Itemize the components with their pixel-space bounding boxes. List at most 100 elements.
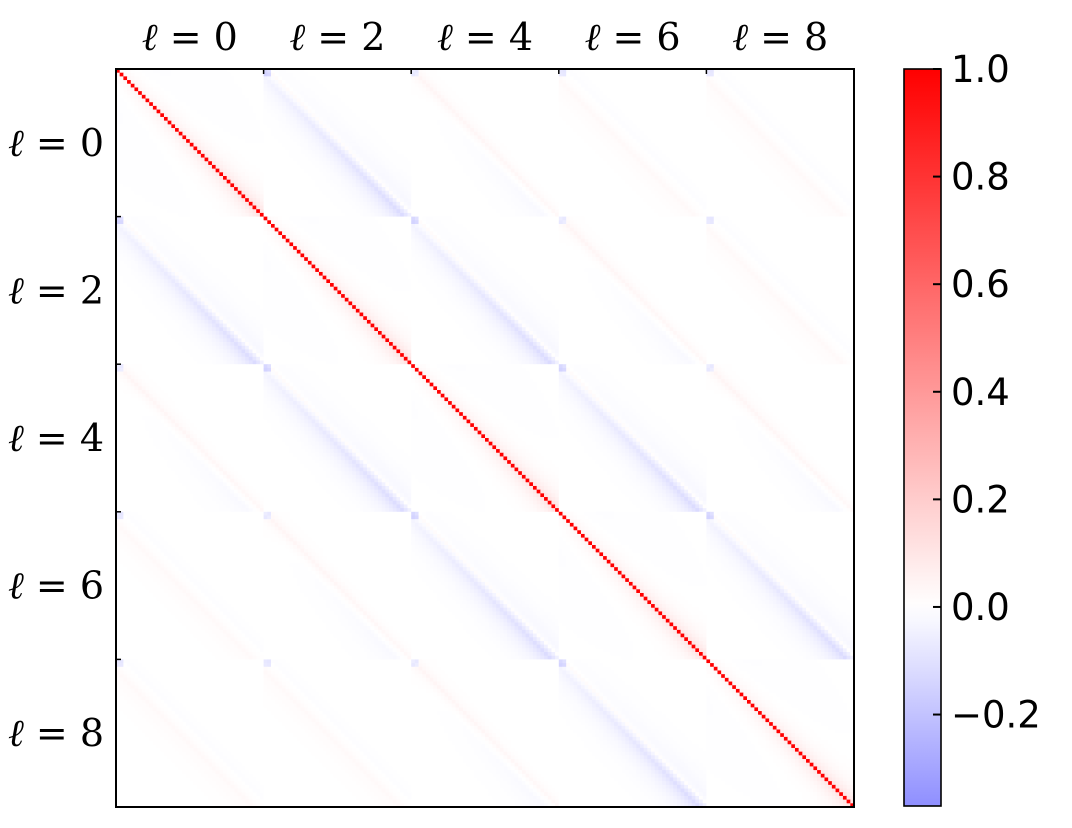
- heatmap-cell: [193, 84, 197, 88]
- heatmap-cell: [743, 80, 747, 84]
- heatmap-cell: [503, 87, 507, 91]
- heatmap-cell: [673, 84, 677, 88]
- heatmap-cell: [256, 87, 260, 91]
- heatmap-cell: [496, 76, 500, 80]
- heatmap-cell: [677, 80, 681, 84]
- heatmap-cell: [581, 84, 585, 88]
- heatmap-cell: [275, 73, 279, 77]
- heatmap-cell: [666, 87, 670, 91]
- heatmap-cell: [190, 80, 194, 84]
- heatmap-cell: [695, 73, 699, 77]
- heatmap-cell: [618, 80, 622, 84]
- heatmap-cell: [489, 73, 493, 77]
- heatmap-cell: [754, 76, 758, 80]
- heatmap-cell: [503, 80, 507, 84]
- heatmap-cell: [282, 73, 286, 77]
- heatmap-cell: [352, 80, 356, 84]
- heatmap-cell: [843, 87, 847, 91]
- heatmap-cell: [522, 87, 526, 91]
- heatmap-cell: [315, 80, 319, 84]
- heatmap-cell: [341, 87, 345, 91]
- heatmap-cell: [640, 80, 644, 84]
- heatmap-cell: [777, 73, 781, 77]
- heatmap-cell: [555, 80, 559, 84]
- heatmap-cell: [658, 76, 662, 80]
- heatmap-cell: [400, 84, 404, 88]
- heatmap-cell: [751, 73, 755, 77]
- heatmap-cell: [751, 76, 755, 80]
- heatmap-cell: [806, 87, 810, 91]
- heatmap-cell: [725, 87, 729, 91]
- heatmap-cell: [186, 84, 190, 88]
- heatmap-cell: [503, 84, 507, 88]
- heatmap-cell: [618, 84, 622, 88]
- heatmap-cell: [278, 76, 282, 80]
- heatmap-cell: [179, 73, 183, 77]
- heatmap-cell: [256, 80, 260, 84]
- heatmap-cell: [721, 73, 725, 77]
- heatmap-cell: [430, 84, 434, 88]
- heatmap-cell: [315, 87, 319, 91]
- heatmap-cell: [153, 76, 157, 80]
- heatmap-cell: [717, 84, 721, 88]
- heatmap-cell: [345, 84, 349, 88]
- heatmap-cell: [312, 76, 316, 80]
- heatmap-cell: [625, 80, 629, 84]
- heatmap-cell: [127, 87, 131, 91]
- heatmap-cell: [444, 73, 448, 77]
- heatmap-cell: [131, 84, 135, 88]
- heatmap-cell: [817, 76, 821, 80]
- heatmap-cell: [249, 87, 253, 91]
- heatmap-cell: [492, 73, 496, 77]
- heatmap-cell: [168, 80, 172, 84]
- heatmap-cell: [644, 80, 648, 84]
- heatmap-cell: [444, 76, 448, 80]
- heatmap-cell: [511, 87, 515, 91]
- heatmap-cell: [245, 76, 249, 80]
- heatmap-cell: [566, 73, 570, 77]
- heatmap-cell: [574, 84, 578, 88]
- heatmap-cell: [592, 73, 596, 77]
- heatmap-cell: [596, 76, 600, 80]
- heatmap-cell: [160, 76, 164, 80]
- heatmap-cell: [419, 76, 423, 80]
- heatmap-cell: [275, 80, 279, 84]
- heatmap-cell: [725, 73, 729, 77]
- heatmap-cell: [806, 73, 810, 77]
- heatmap-cell: [810, 73, 814, 77]
- heatmap-cell: [256, 76, 260, 80]
- heatmap-cell: [736, 84, 740, 88]
- heatmap-cell: [182, 84, 186, 88]
- heatmap-cell: [348, 76, 352, 80]
- heatmap-cell: [478, 87, 482, 91]
- heatmap-cell: [360, 73, 364, 77]
- heatmap-cell: [422, 80, 426, 84]
- heatmap-cell: [526, 80, 530, 84]
- heatmap-cell: [278, 84, 282, 88]
- heatmap-cell: [832, 87, 836, 91]
- heatmap-cell: [754, 73, 758, 77]
- heatmap-cell: [610, 80, 614, 84]
- heatmap-cell: [267, 73, 271, 77]
- heatmap-cell: [275, 76, 279, 80]
- heatmap-cell: [714, 87, 718, 91]
- heatmap-cell: [463, 73, 467, 77]
- heatmap-cell: [666, 76, 670, 80]
- heatmap-cell: [496, 84, 500, 88]
- heatmap-cell: [363, 76, 367, 80]
- heatmap-cell: [120, 91, 124, 95]
- heatmap-cell: [526, 84, 530, 88]
- heatmap-cell: [120, 76, 124, 80]
- heatmap-cell: [544, 73, 548, 77]
- heatmap-cell: [522, 76, 526, 80]
- heatmap-cell: [400, 73, 404, 77]
- heatmap-cell: [400, 76, 404, 80]
- heatmap-cell: [308, 87, 312, 91]
- heatmap-cell: [832, 80, 836, 84]
- heatmap-cell: [551, 76, 555, 80]
- heatmap-cell: [164, 76, 168, 80]
- heatmap-cell: [245, 80, 249, 84]
- heatmap-cell: [197, 84, 201, 88]
- heatmap-cell: [562, 87, 566, 91]
- heatmap-cell: [319, 80, 323, 84]
